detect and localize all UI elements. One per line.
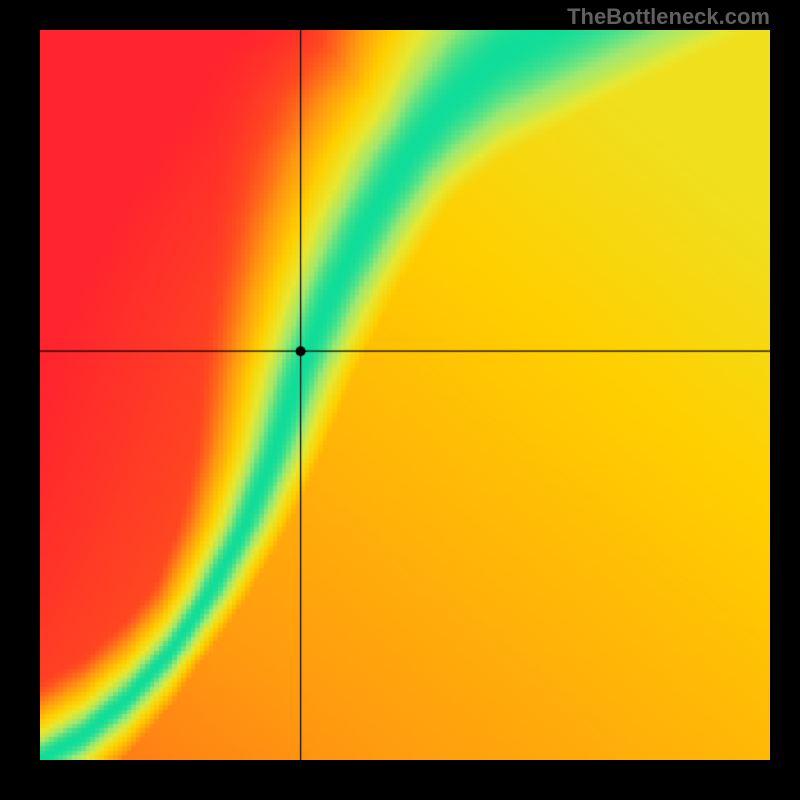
watermark-link[interactable]: TheBottleneck.com bbox=[567, 4, 770, 30]
chart-container: TheBottleneck.com bbox=[0, 0, 800, 800]
bottleneck-heatmap bbox=[40, 30, 770, 760]
